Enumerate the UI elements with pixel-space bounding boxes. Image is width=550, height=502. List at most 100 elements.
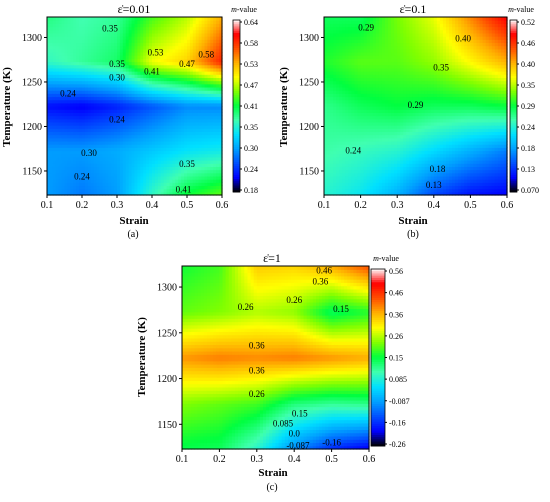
heatmap-cell bbox=[117, 39, 121, 44]
heatmap-cell bbox=[181, 55, 185, 59]
heatmap-cell bbox=[90, 48, 95, 53]
heatmap-cell bbox=[108, 55, 112, 59]
heatmap-cell bbox=[184, 51, 188, 56]
heatmap-cell bbox=[105, 144, 109, 148]
heatmap-cell bbox=[360, 134, 365, 139]
heatmap-cell bbox=[111, 179, 115, 183]
heatmap-cell bbox=[166, 179, 171, 183]
heatmap-cell bbox=[351, 86, 356, 91]
heatmap-cell bbox=[146, 42, 150, 47]
heatmap-cell bbox=[378, 166, 383, 171]
heatmap-cell bbox=[192, 156, 197, 161]
heatmap-cell bbox=[216, 77, 220, 82]
heatmap-cell bbox=[149, 51, 153, 56]
heatmap-cell bbox=[119, 64, 124, 69]
heatmap-cell bbox=[67, 125, 71, 129]
heatmap-cell bbox=[381, 51, 386, 56]
heatmap-cell bbox=[169, 74, 174, 78]
heatmap-cell bbox=[192, 169, 197, 174]
heatmap-cell bbox=[160, 26, 165, 31]
heatmap-cell bbox=[146, 32, 150, 37]
heatmap-cell bbox=[140, 172, 144, 177]
heatmap-cell bbox=[137, 23, 141, 28]
heatmap-cell bbox=[192, 153, 197, 158]
heatmap-cell bbox=[82, 51, 86, 56]
heatmap-cell bbox=[111, 121, 115, 126]
heatmap-cell bbox=[149, 128, 153, 133]
heatmap-cell bbox=[327, 36, 331, 40]
heatmap-cell bbox=[73, 61, 77, 66]
heatmap-cell bbox=[345, 99, 349, 104]
heatmap-cell bbox=[87, 144, 92, 148]
heatmap-cell bbox=[117, 140, 121, 145]
heatmap-cell bbox=[336, 121, 340, 126]
heatmap-cell bbox=[93, 80, 98, 85]
heatmap-cell bbox=[140, 39, 144, 44]
heatmap-cell bbox=[219, 144, 223, 148]
heatmap-cell bbox=[131, 71, 136, 75]
heatmap-cell bbox=[73, 42, 77, 47]
heatmap-cell bbox=[324, 17, 328, 21]
heatmap-cell bbox=[125, 166, 130, 171]
heatmap-cell bbox=[152, 64, 156, 69]
heatmap-cell bbox=[210, 106, 214, 110]
heatmap-cell bbox=[105, 42, 109, 47]
heatmap-cell bbox=[154, 185, 159, 190]
heatmap-cell bbox=[357, 191, 362, 196]
heatmap-cell bbox=[210, 191, 214, 196]
heatmap-cell bbox=[207, 67, 211, 72]
heatmap-cell bbox=[219, 26, 223, 31]
heatmap-cell bbox=[47, 128, 51, 133]
heatmap-cell bbox=[172, 131, 176, 136]
heatmap-cell bbox=[178, 144, 182, 148]
heatmap-cell bbox=[52, 55, 57, 59]
heatmap-cell bbox=[87, 36, 92, 40]
heatmap-cell bbox=[333, 23, 337, 28]
heatmap-cell bbox=[160, 128, 165, 133]
heatmap-cell bbox=[192, 102, 197, 107]
heatmap-cell bbox=[348, 36, 353, 40]
heatmap-cell bbox=[381, 140, 386, 145]
heatmap-cell bbox=[82, 109, 86, 113]
heatmap-cell bbox=[134, 26, 139, 31]
heatmap-cell bbox=[55, 140, 60, 145]
heatmap-cell bbox=[330, 106, 334, 110]
heatmap-cell bbox=[330, 125, 334, 129]
heatmap-cell bbox=[67, 175, 71, 180]
heatmap-cell bbox=[357, 29, 362, 34]
heatmap-cell bbox=[55, 125, 60, 129]
heatmap-cell bbox=[210, 51, 214, 56]
heatmap-cell bbox=[49, 20, 54, 24]
heatmap-cell bbox=[339, 77, 343, 82]
heatmap-cell bbox=[360, 160, 365, 164]
heatmap-cell bbox=[76, 36, 80, 40]
heatmap-cell bbox=[381, 131, 386, 136]
heatmap-cell bbox=[73, 23, 77, 28]
heatmap-cell bbox=[178, 55, 182, 59]
heatmap-cell bbox=[357, 36, 362, 40]
heatmap-cell bbox=[49, 140, 54, 145]
heatmap-cell bbox=[73, 182, 77, 187]
heatmap-cell bbox=[134, 51, 139, 56]
heatmap-cell bbox=[70, 125, 74, 129]
heatmap-cell bbox=[333, 29, 337, 34]
heatmap-cell bbox=[70, 20, 74, 24]
heatmap-cell bbox=[363, 109, 368, 113]
heatmap-cell bbox=[369, 147, 374, 152]
heatmap-cell bbox=[360, 51, 365, 56]
heatmap-cell bbox=[378, 182, 383, 187]
heatmap-cell bbox=[84, 144, 89, 148]
heatmap-cell bbox=[178, 17, 182, 21]
heatmap-cell bbox=[210, 39, 214, 44]
heatmap-cell bbox=[64, 125, 69, 129]
colorbar-segment bbox=[233, 97, 240, 101]
heatmap-cell bbox=[131, 23, 136, 28]
heatmap-cell bbox=[372, 45, 377, 50]
heatmap-cell bbox=[134, 125, 139, 129]
heatmap-cell bbox=[160, 29, 165, 34]
heatmap-cell bbox=[117, 160, 121, 164]
heatmap-cell bbox=[79, 17, 83, 21]
heatmap-cell bbox=[61, 55, 66, 59]
heatmap-cell bbox=[330, 42, 334, 47]
heatmap-cell bbox=[201, 80, 206, 85]
